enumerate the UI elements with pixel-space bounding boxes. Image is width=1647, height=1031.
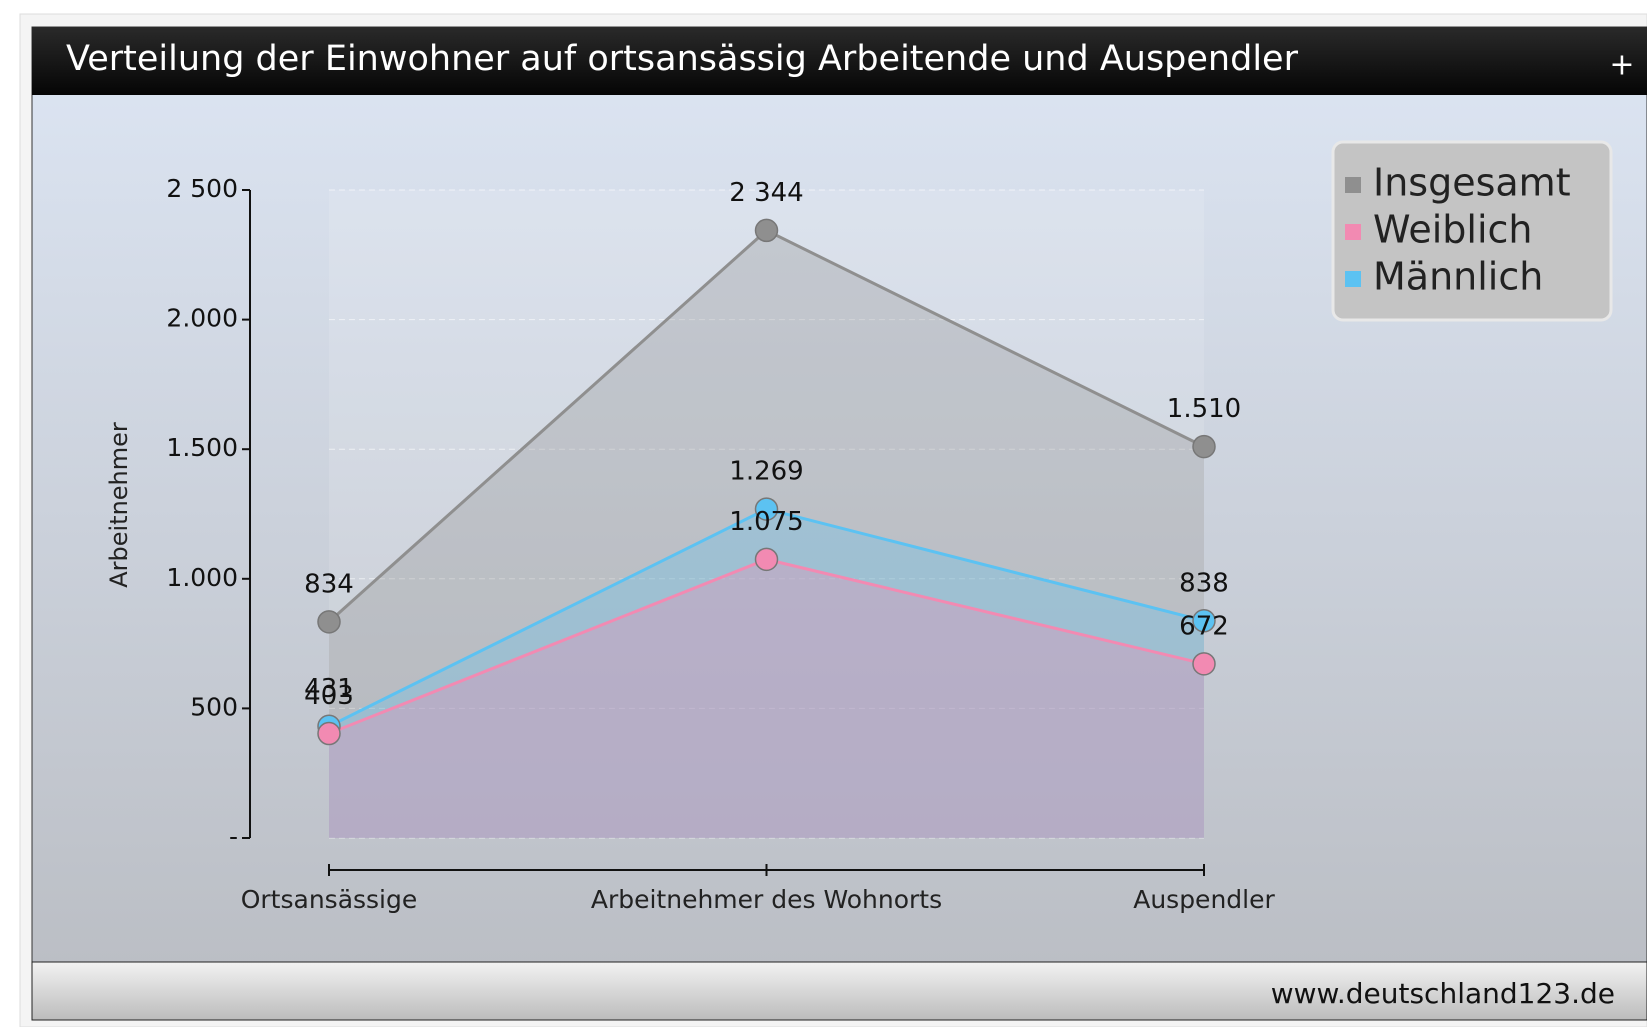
point	[1192, 652, 1216, 676]
y-tick-label: 2.000	[166, 304, 238, 333]
expand-button[interactable]: +	[1609, 48, 1634, 83]
legend	[1331, 140, 1613, 322]
y-tick-label: 1.000	[166, 563, 238, 592]
data-label: 838	[1179, 568, 1229, 598]
point	[1192, 609, 1216, 633]
chart-title: Verteilung der Einwohner auf ortsansässi…	[66, 39, 1299, 79]
x-tick-label: Arbeitnehmer des Wohnorts	[591, 885, 942, 914]
title-bar	[32, 27, 1647, 95]
footer-bar	[31, 961, 1647, 1021]
point	[754, 218, 779, 243]
legend-swatch	[1345, 271, 1361, 287]
data-label: 1.510	[1167, 394, 1241, 424]
legend-label: Männlich	[1373, 255, 1543, 299]
point	[754, 497, 779, 521]
point	[754, 547, 779, 572]
data-label: 431	[304, 674, 354, 704]
legend-swatch	[1345, 177, 1361, 193]
y-tick-label: 2 500	[166, 174, 238, 203]
legend-label: Insgesamt	[1373, 161, 1571, 205]
data-label: 1.269	[729, 457, 803, 487]
data-label: 1.075	[729, 507, 803, 537]
area	[329, 230, 1204, 839]
y-axis-label: Arbeitnehmer	[105, 422, 133, 588]
x-tick-label: Auspendler	[1133, 885, 1275, 914]
data-label: 403	[304, 681, 354, 711]
x-tick-label: Ortsansässige	[241, 885, 418, 914]
legend-label: Weiblich	[1373, 208, 1533, 252]
area	[329, 509, 1204, 838]
y-tick-label: 1.500	[166, 433, 238, 462]
data-label: 834	[304, 569, 354, 599]
point	[317, 721, 341, 746]
data-label: 2 344	[729, 178, 803, 208]
area	[329, 559, 1204, 838]
point	[1192, 434, 1216, 459]
legend-swatch	[1345, 224, 1361, 240]
data-label: 672	[1179, 611, 1229, 641]
source: www.deutschland123.de	[1271, 977, 1615, 1010]
point	[317, 610, 341, 634]
y-tick-label: 500	[190, 692, 238, 721]
y-tick-label: -	[229, 822, 238, 851]
